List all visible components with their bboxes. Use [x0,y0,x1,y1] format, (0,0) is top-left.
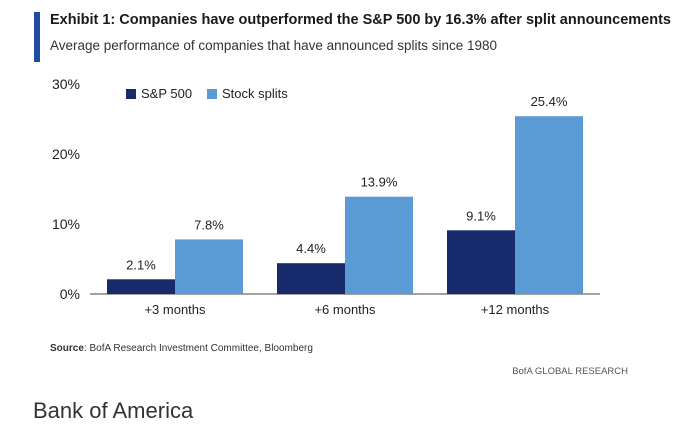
y-tick-label: 0% [60,286,80,302]
bar [515,116,583,294]
y-tick-label: 20% [52,146,80,162]
x-tick-label: +12 months [481,302,550,317]
bar [175,239,243,294]
bar [447,230,515,294]
chart-title: Exhibit 1: Companies have outperformed t… [50,12,671,28]
data-label: 4.4% [296,241,326,256]
y-tick-label: 30% [52,76,80,92]
bar-chart: 0% 10% 20% 30% 2.1% 7.8% +3 months 4.4% 13.9% +6 … [52,76,600,317]
bar [345,196,413,294]
research-credit: BofA GLOBAL RESEARCH [512,366,628,377]
source-text: : BofA Research Investment Committee, Bl… [83,343,313,354]
legend-label: Stock splits [222,86,288,101]
data-label: 25.4% [531,94,568,109]
chart-subtitle: Average performance of companies that ha… [50,38,498,53]
data-label: 13.9% [361,175,398,190]
data-label: 7.8% [194,217,224,232]
x-tick-label: +6 months [314,302,376,317]
bar [107,279,175,294]
data-label: 2.1% [126,257,156,272]
legend-swatch [126,89,136,99]
bar [277,263,345,294]
data-label: 9.1% [466,208,496,223]
x-tick-label: +3 months [144,302,206,317]
brand-logo-text: Bank of America [33,398,194,423]
legend-swatch [207,89,217,99]
title-accent-bar [34,12,40,62]
source-label: Source [50,343,84,354]
legend-label: S&P 500 [141,86,192,101]
y-tick-label: 10% [52,216,80,232]
source-note: Source: BofA Research Investment Committ… [50,343,313,354]
